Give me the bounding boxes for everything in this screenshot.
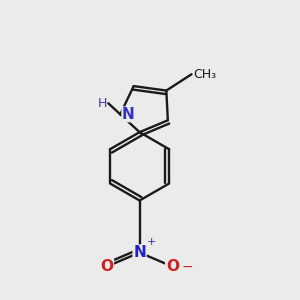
- Text: O: O: [166, 259, 179, 274]
- Text: −: −: [181, 260, 193, 274]
- Text: O: O: [100, 259, 113, 274]
- Text: N: N: [133, 245, 146, 260]
- Text: N: N: [122, 107, 134, 122]
- Text: +: +: [147, 237, 156, 247]
- Text: H: H: [98, 97, 107, 110]
- Text: CH₃: CH₃: [193, 68, 216, 81]
